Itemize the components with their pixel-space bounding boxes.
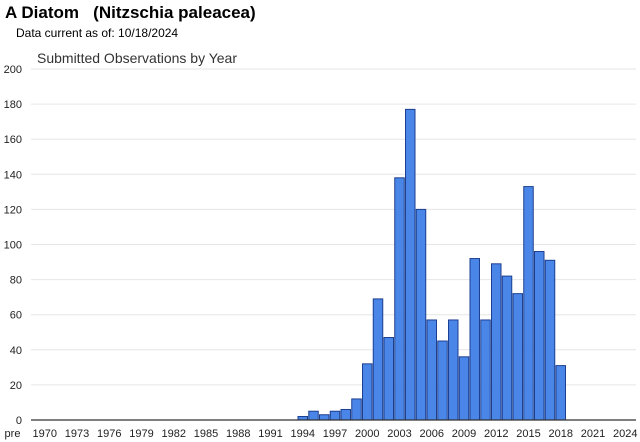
bar-2004 [405,108,416,421]
y-tick-label: 120 [4,204,22,216]
x-tick-label: 2006 [420,428,444,440]
bar-2010 [469,258,480,421]
x-tick-label: 2018 [549,428,573,440]
bar-2001 [372,298,384,421]
bar-2017 [544,259,556,421]
bar-2002 [383,337,394,421]
y-tick-label: 40 [10,345,22,357]
x-tick-label: 1970 [33,428,57,440]
bar-2018 [555,365,566,421]
bar-2003 [394,177,405,421]
chart-title: Submitted Observations by Year [37,50,238,66]
x-tick-label: 1991 [258,428,282,440]
x-tick-label: 1985 [194,428,218,440]
x-tick-label: 2000 [355,428,379,440]
x-tick-label: 1988 [226,428,250,440]
bar-2016 [534,251,545,421]
y-tick-label: 140 [4,169,22,181]
y-tick-label: 20 [10,380,22,392]
y-tick-label: 60 [10,310,22,322]
y-tick-label: 180 [4,99,22,111]
bar-2013 [501,275,513,421]
bar-1996 [319,414,330,421]
x-tick-label: 2015 [516,428,540,440]
bar-2015 [523,186,534,421]
x-tick-label: 1979 [129,428,153,440]
x-tick-label: 2021 [581,428,605,440]
x-tick-label: 2009 [452,428,476,440]
x-tick-label: 2024 [613,428,637,440]
bar-2000 [362,363,373,421]
y-tick-label: 80 [10,275,22,287]
x-tick-label: 1994 [291,428,315,440]
bar-2009 [458,356,470,421]
y-tick-label: 200 [4,64,22,76]
x-tick-label: 1982 [162,428,186,440]
bar-2008 [448,319,459,421]
data-current-label: Data current as of: 10/18/2024 [16,26,179,40]
x-tick-label: pre [5,428,21,440]
x-tick-label: 1976 [97,428,121,440]
y-tick-label: 100 [4,240,22,252]
bar-2006 [426,319,437,421]
bar-1997 [329,410,341,421]
y-tick-label: 0 [16,415,22,427]
bar-1999 [351,398,362,421]
bar-1998 [340,408,351,421]
bar-2012 [491,263,502,421]
x-tick-label: 1973 [65,428,89,440]
bar-2005 [415,208,427,421]
x-tick-label: 2003 [387,428,411,440]
bar-2007 [437,340,448,421]
bar-1995 [308,410,319,421]
y-tick-label: 160 [4,134,22,146]
page-title: A Diatom (Nitzschia paleacea) [5,3,256,22]
bar-2011 [480,319,491,421]
bar-2014 [512,293,523,421]
x-tick-label: 1997 [323,428,347,440]
x-tick-label: 2012 [484,428,508,440]
